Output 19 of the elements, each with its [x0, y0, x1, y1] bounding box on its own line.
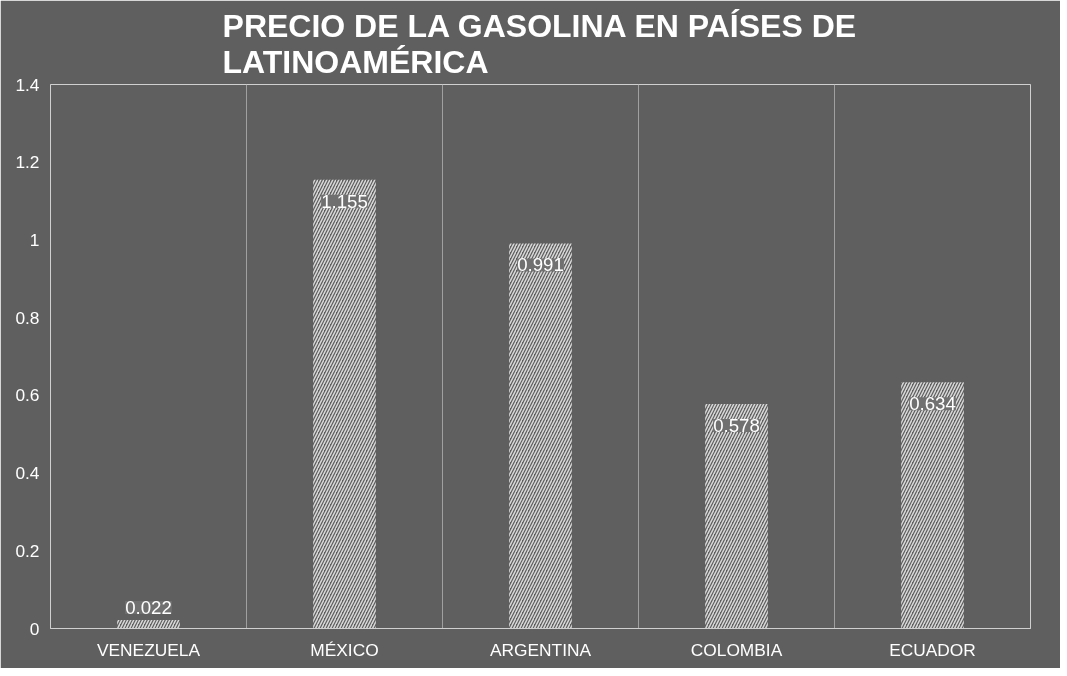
y-tick-label: 1.4 [15, 74, 40, 95]
x-tick-label: VENEZUELA [96, 639, 201, 660]
y-tick-label: 0.8 [15, 307, 40, 328]
data-label: 0.991 [517, 254, 564, 276]
y-tick-label: 0.4 [15, 463, 40, 484]
y-tick-label: 0.6 [15, 385, 40, 406]
data-label: 1.155 [321, 190, 368, 212]
data-label: 0.634 [909, 393, 956, 415]
data-label: 0.578 [713, 414, 760, 436]
x-tick-label: MÉXICO [310, 639, 379, 660]
chart-title: PRECIO DE LA GASOLINA EN PAÍSES DE LATINOAMÉRICA [222, 7, 857, 80]
x-tick-label: ARGENTINA [489, 639, 592, 660]
y-tick-label: 1.2 [15, 152, 40, 173]
y-tick-label: 0 [29, 618, 40, 639]
y-tick-label: 0.2 [15, 540, 40, 561]
x-tick-label: ECUADOR [889, 639, 976, 660]
x-tick-label: COLOMBIA [690, 639, 783, 660]
data-label: 0.022 [125, 596, 172, 618]
y-tick-label: 1 [29, 229, 40, 250]
